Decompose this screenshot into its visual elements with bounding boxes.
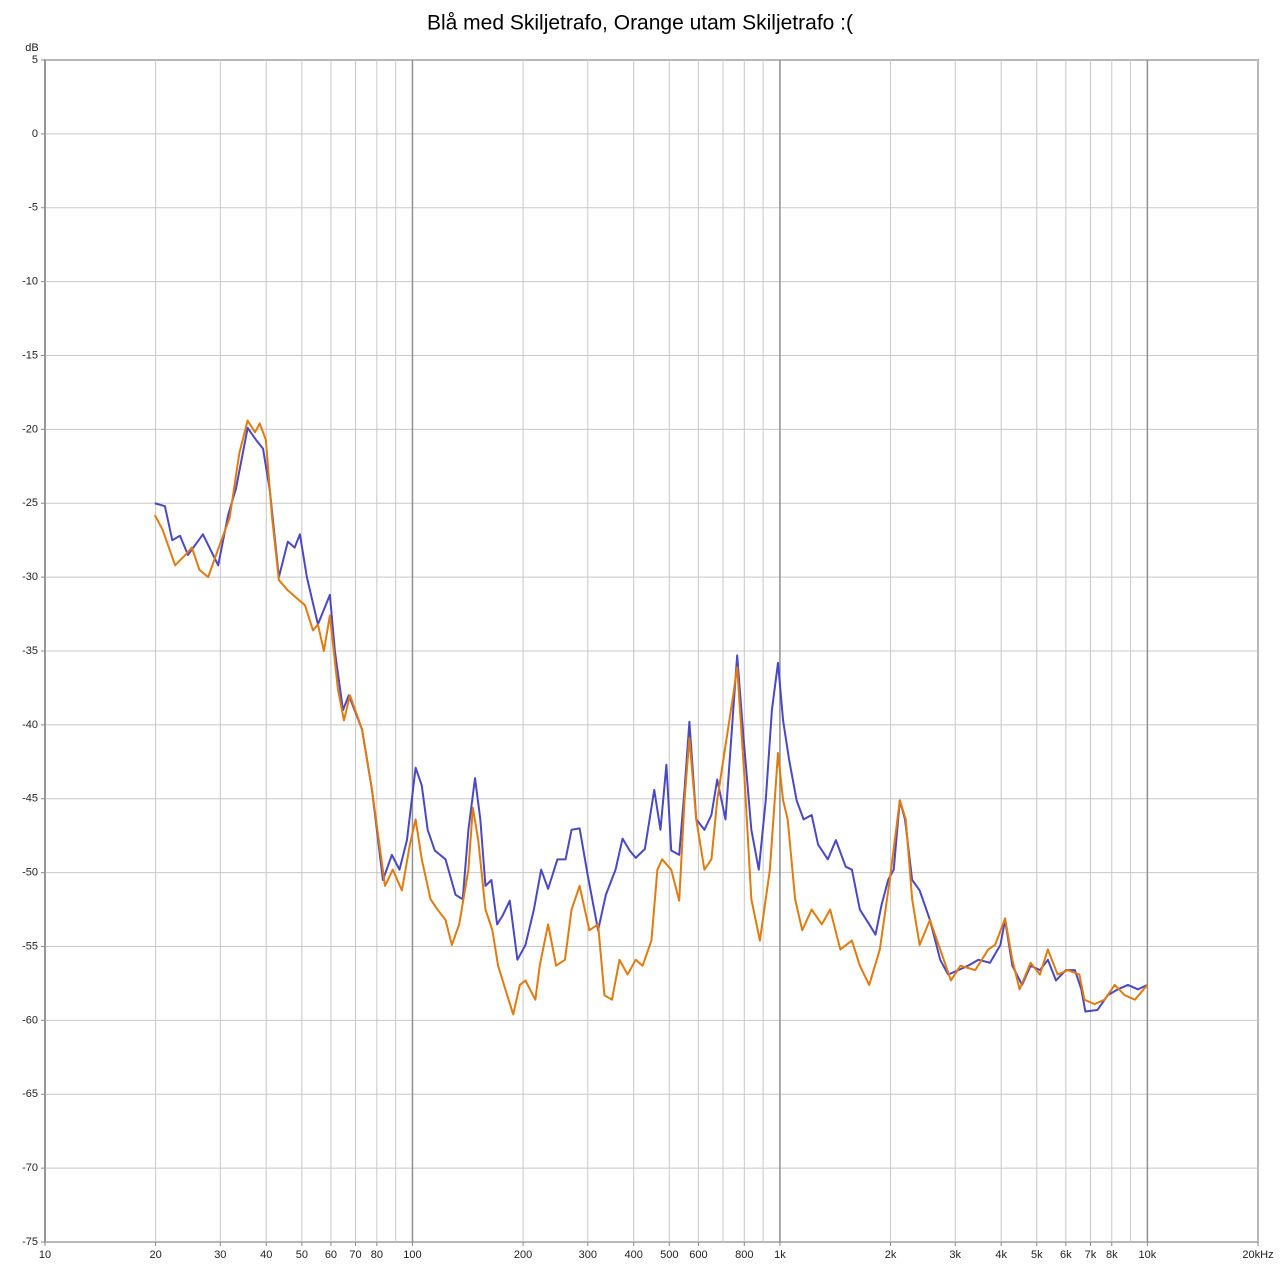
y-tick-label: -45 (22, 793, 38, 805)
x-tick-label: 7k (1085, 1249, 1097, 1261)
x-tick-label: 40 (260, 1249, 272, 1261)
y-tick-label: -60 (22, 1014, 38, 1026)
x-tick-label: 1k (774, 1249, 786, 1261)
chart-title: Blå med Skiljetrafo, Orange utam Skiljet… (427, 12, 853, 35)
y-tick-label: 5 (32, 54, 38, 66)
x-tick-label: 80 (371, 1249, 383, 1261)
x-tick-label: 8k (1106, 1249, 1118, 1261)
x-tick-label: 400 (625, 1249, 643, 1261)
x-tick-label: 30 (214, 1249, 226, 1261)
y-tick-label: -5 (28, 202, 38, 214)
y-tick-label: -25 (22, 497, 38, 509)
x-tick-label: 20 (149, 1249, 161, 1261)
x-tick-label: 300 (579, 1249, 597, 1261)
y-tick-label: -70 (22, 1162, 38, 1174)
x-tick-label: 200 (514, 1249, 532, 1261)
y-tick-label: -65 (22, 1088, 38, 1100)
x-tick-label: 6k (1060, 1249, 1072, 1261)
x-tick-label: 50 (296, 1249, 308, 1261)
x-tick-label: 4k (995, 1249, 1007, 1261)
x-tick-label: 100 (403, 1249, 421, 1261)
x-tick-label: 3k (949, 1249, 961, 1261)
y-tick-label: 0 (32, 128, 38, 140)
y-tick-label: -50 (22, 867, 38, 879)
y-tick-label: -30 (22, 571, 38, 583)
x-tick-label: 60 (325, 1249, 337, 1261)
series-line (154, 426, 1148, 1013)
y-tick-label: -15 (22, 349, 38, 361)
x-tick-label: 10k (1139, 1249, 1157, 1261)
y-axis-label: dB (25, 42, 38, 54)
x-tick-label: 600 (689, 1249, 707, 1261)
x-tick-label: 70 (349, 1249, 361, 1261)
x-tick-label: 800 (735, 1249, 753, 1261)
y-tick-label: -40 (22, 719, 38, 731)
y-tick-label: -75 (22, 1236, 38, 1248)
x-tick-label: 5k (1031, 1249, 1043, 1261)
x-tick-label: 10 (39, 1249, 51, 1261)
y-tick-label: -10 (22, 276, 38, 288)
series-line (153, 419, 1149, 1016)
x-tick-label: 500 (660, 1249, 678, 1261)
x-tick-label: 2k (885, 1249, 897, 1261)
y-tick-label: -35 (22, 645, 38, 657)
y-tick-label: -20 (22, 423, 38, 435)
x-tick-label: 20kHz (1242, 1249, 1273, 1261)
y-tick-label: -55 (22, 940, 38, 952)
